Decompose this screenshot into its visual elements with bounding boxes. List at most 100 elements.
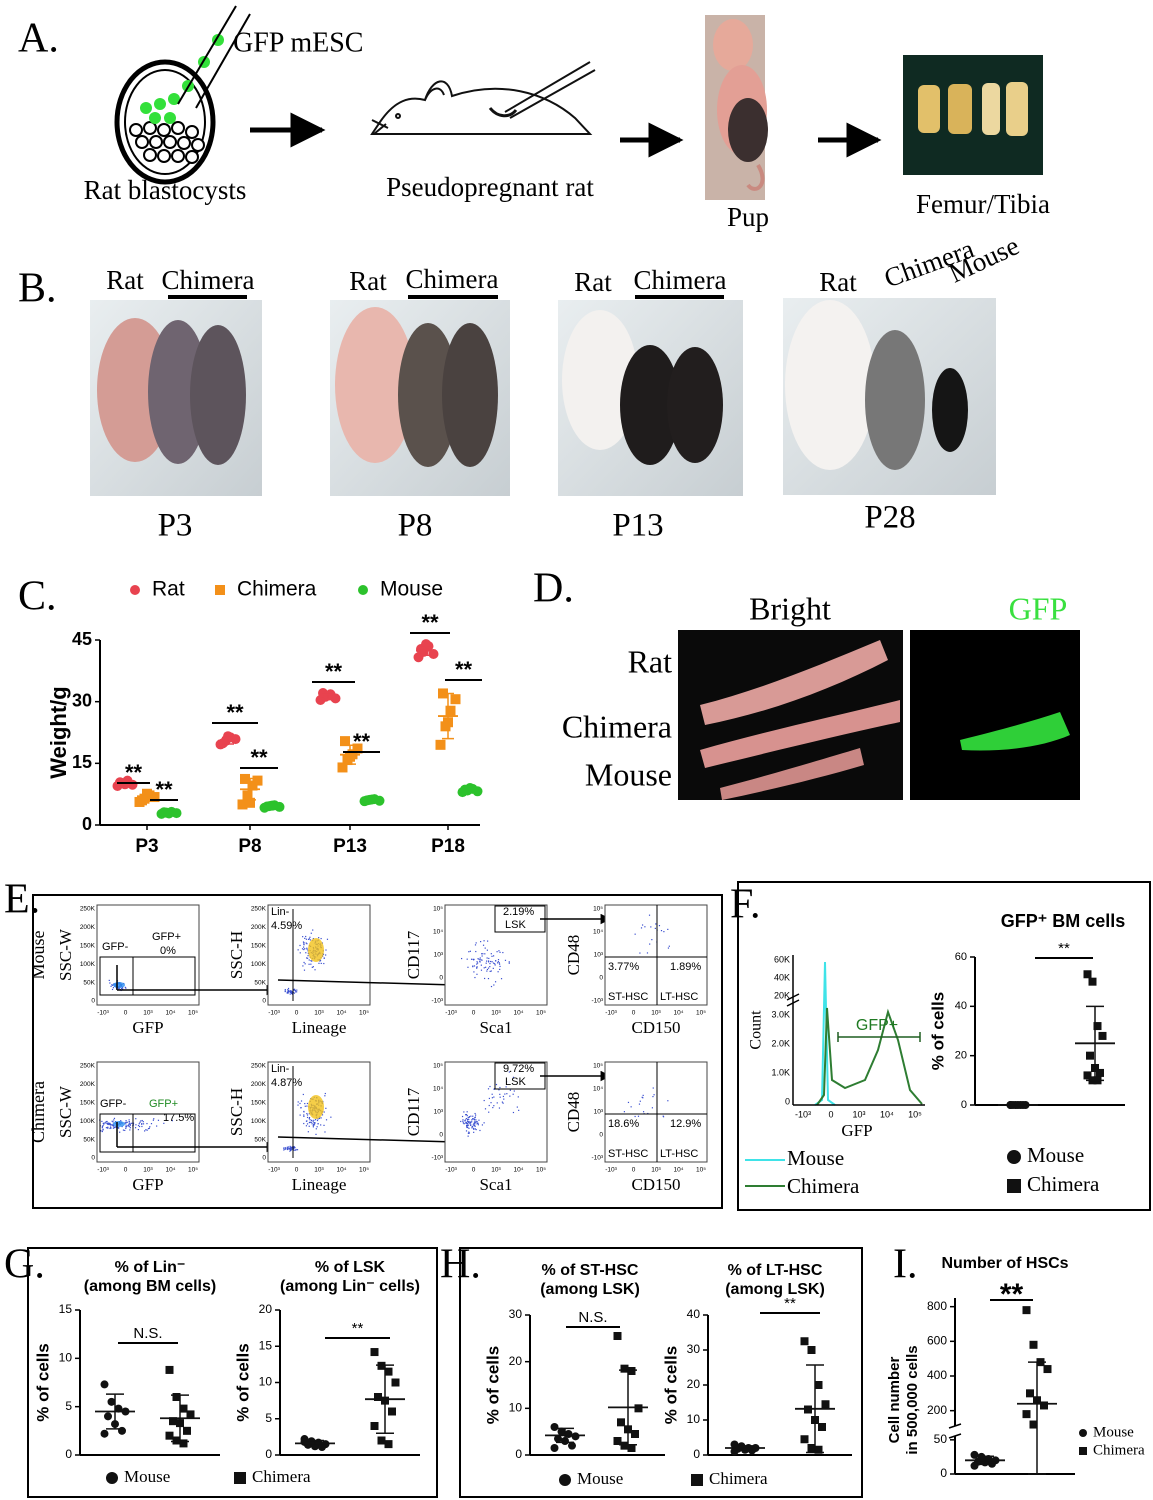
- flow-tick-label: 200K: [80, 924, 96, 931]
- event-dot: [498, 962, 500, 964]
- event-dot: [323, 1111, 325, 1113]
- event-dot: [475, 1121, 478, 1123]
- event-dot: [466, 1115, 468, 1117]
- event-dot: [642, 1097, 644, 1099]
- event-dot: [476, 1122, 479, 1124]
- event-dot: [303, 1115, 305, 1117]
- event-dot: [303, 944, 305, 946]
- y-tick-label: 10: [259, 1375, 273, 1389]
- femur-photo: [903, 55, 1043, 175]
- event-dot: [462, 1119, 464, 1121]
- event-dot: [488, 957, 490, 960]
- event-dot: [486, 957, 488, 959]
- flow-tick-label: 10⁵: [696, 1167, 706, 1174]
- event-dot: [307, 955, 309, 957]
- y-tick-label: 10: [59, 1351, 73, 1365]
- event-dot: [101, 1120, 103, 1123]
- event-dot: [287, 990, 289, 992]
- event-dot: [498, 1089, 500, 1091]
- event-dot: [111, 988, 114, 991]
- y-tick-label: 10: [509, 1401, 523, 1415]
- event-dot: [470, 958, 473, 960]
- flow-y-label: SSC-W: [56, 1085, 75, 1138]
- data-point: [391, 1378, 400, 1387]
- data-point: [179, 1404, 188, 1413]
- event-dot: [474, 1128, 476, 1130]
- event-dot: [113, 1126, 115, 1128]
- x-tick-label: 0: [828, 1109, 833, 1119]
- event-dot: [638, 1103, 641, 1105]
- event-dot: [107, 1127, 109, 1129]
- event-dot: [125, 1121, 127, 1123]
- legend-swatch: [1007, 1150, 1021, 1164]
- event-dot: [306, 1116, 309, 1119]
- flow-tick-label: 250K: [80, 1063, 96, 1070]
- event-dot: [314, 969, 316, 971]
- event-dot: [312, 1126, 314, 1128]
- event-dot: [125, 1125, 127, 1127]
- data-point: [384, 1367, 393, 1376]
- event-dot: [310, 1121, 312, 1124]
- event-dot: [496, 962, 499, 964]
- flow-tick-label: 10³: [491, 1010, 501, 1017]
- event-dot: [518, 1109, 520, 1111]
- event-dot: [493, 1088, 495, 1090]
- event-dot: [308, 963, 310, 965]
- event-dot: [109, 982, 111, 984]
- step-label: Pseudopregnant rat: [386, 172, 594, 202]
- legend-swatch: [1079, 1429, 1087, 1437]
- event-dot: [479, 1129, 481, 1132]
- flow-tick-label: 10⁵: [593, 906, 603, 913]
- event-dot: [305, 942, 307, 944]
- y-tick-label: 20: [955, 1050, 967, 1062]
- event-dot: [490, 953, 492, 955]
- event-dot: [663, 931, 665, 933]
- flow-y-label: CD117: [404, 1087, 423, 1136]
- event-dot: [466, 958, 468, 960]
- event-dot: [310, 963, 312, 965]
- event-dot: [302, 946, 305, 948]
- y-axis-label: in 500,000 cells: [904, 1345, 921, 1454]
- gate-label: 2.19%: [503, 906, 534, 918]
- event-dot: [299, 1114, 301, 1116]
- event-dot: [469, 1122, 471, 1124]
- gate-label: 17.5%: [163, 1112, 194, 1124]
- data-point: [1093, 1022, 1102, 1031]
- event-dot: [307, 1131, 309, 1133]
- pup-photo: [705, 15, 768, 200]
- event-dot: [326, 938, 329, 940]
- legend-label: Mouse: [380, 578, 443, 601]
- event-dot: [474, 1121, 477, 1123]
- event-dot: [648, 914, 651, 916]
- flow-tick-label: -10³: [268, 1167, 280, 1174]
- data-point: [627, 1367, 636, 1375]
- event-dot: [474, 976, 476, 979]
- event-dot: [289, 990, 291, 992]
- event-dot: [472, 1118, 474, 1120]
- y-axis-label: % of cells: [33, 1343, 52, 1421]
- flow-arrows: [250, 112, 882, 158]
- flow-tick-label: 150K: [251, 943, 267, 950]
- event-dot: [290, 991, 292, 994]
- panel-label: I.: [893, 1242, 918, 1288]
- flow-tick-label: 250K: [251, 906, 267, 913]
- chart-title: GFP⁺ BM cells: [1001, 911, 1126, 931]
- error-bar: [244, 777, 256, 801]
- flow-tick-label: 10³: [143, 1010, 153, 1017]
- event-dot: [473, 965, 476, 967]
- flow-y-label: SSC-W: [56, 928, 75, 981]
- event-dot: [480, 964, 482, 966]
- event-dot: [315, 1133, 317, 1135]
- legend-swatch: [106, 1472, 118, 1484]
- event-dot: [473, 1131, 475, 1133]
- legend-label: Chimera: [1093, 1442, 1145, 1458]
- data-point: [165, 1431, 174, 1440]
- event-dot: [469, 1122, 471, 1125]
- event-dot: [289, 1150, 291, 1152]
- significance-label: **: [125, 760, 143, 785]
- event-dot: [137, 1128, 139, 1131]
- event-dot: [481, 1124, 484, 1126]
- legend-swatch: [358, 585, 368, 595]
- injection-label: GFP mESC: [233, 27, 363, 58]
- event-dot: [667, 928, 669, 931]
